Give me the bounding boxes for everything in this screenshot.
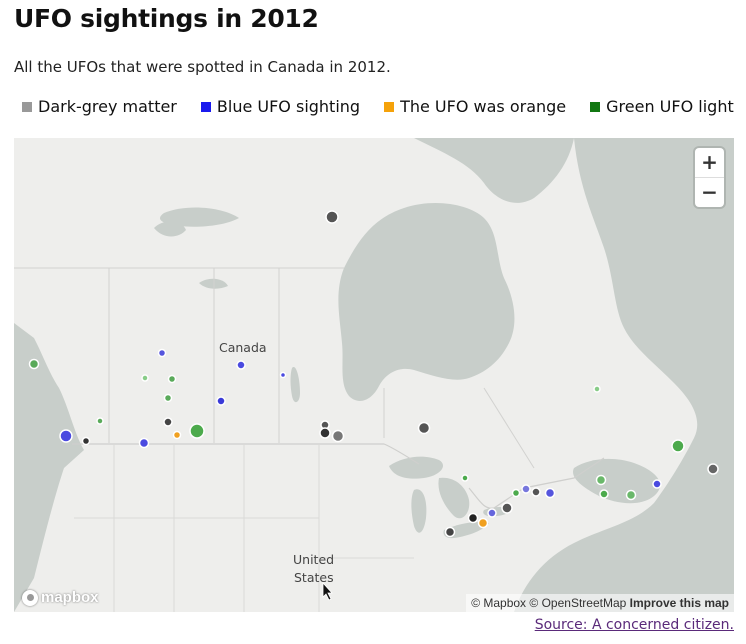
marker-blue[interactable] <box>279 371 287 379</box>
lake-huron <box>438 477 470 519</box>
legend-swatch-blue <box>200 101 211 112</box>
legend-label: The UFO was orange <box>400 97 567 116</box>
lake-erie <box>443 521 489 539</box>
lake-winnipeg <box>290 367 300 403</box>
marker-green[interactable] <box>461 474 469 482</box>
province-borders <box>14 267 535 469</box>
mapbox-logo[interactable]: mapbox <box>22 589 99 606</box>
marker-blue[interactable] <box>544 487 556 499</box>
marker-blue[interactable] <box>157 348 167 358</box>
pacific-ocean <box>14 323 84 612</box>
page-title: UFO sightings in 2012 <box>14 4 319 33</box>
zoom-out-button[interactable]: − <box>695 177 724 207</box>
gulf-st-lawrence <box>573 458 661 504</box>
map-canvas[interactable]: Canada United States <box>14 138 734 612</box>
marker-grey[interactable] <box>325 210 339 224</box>
legend-swatch-orange <box>384 101 395 112</box>
label-states: States <box>294 570 334 585</box>
marker-grey[interactable] <box>707 463 719 475</box>
page-subtitle: All the UFOs that were spotted in Canada… <box>14 58 391 76</box>
marker-grey[interactable] <box>331 429 345 443</box>
legend-swatch-green <box>590 101 601 112</box>
marker-blue[interactable] <box>521 484 531 494</box>
map-svg: Canada United States <box>14 138 734 612</box>
marker-green[interactable] <box>595 474 607 486</box>
marker-green[interactable] <box>167 374 177 384</box>
hudson-bay <box>338 203 515 401</box>
legend-item-orange: The UFO was orange <box>384 97 566 116</box>
marker-green[interactable] <box>625 489 637 501</box>
arctic-waters <box>414 138 574 203</box>
marker-grey[interactable] <box>81 436 91 446</box>
zoom-control: + − <box>695 148 724 207</box>
marker-blue[interactable] <box>59 429 73 443</box>
label-canada: Canada <box>219 340 267 355</box>
zoom-in-button[interactable]: + <box>701 150 718 174</box>
marker-green[interactable] <box>189 423 205 439</box>
legend-label: Dark-grey matter <box>38 97 177 116</box>
marker-grey[interactable] <box>531 487 541 497</box>
attrib-osm-link[interactable]: © OpenStreetMap <box>529 596 627 610</box>
state-borders <box>74 444 414 612</box>
marker-grey[interactable] <box>163 417 173 427</box>
marker-green[interactable] <box>163 393 173 403</box>
marker-blue[interactable] <box>487 508 497 518</box>
marker-grey[interactable] <box>467 512 479 524</box>
marker-orange[interactable] <box>477 517 489 529</box>
marker-green[interactable] <box>599 489 609 499</box>
marker-orange[interactable] <box>172 430 182 440</box>
legend-label: Green UFO light <box>606 97 734 116</box>
lake-michigan <box>411 489 427 533</box>
marker-green[interactable] <box>96 417 104 425</box>
label-united: United <box>293 552 334 567</box>
marker-blue[interactable] <box>216 396 226 406</box>
us-canada-border <box>72 443 605 509</box>
marker-green[interactable] <box>28 358 40 370</box>
map-attribution: © Mapbox © OpenStreetMap Improve this ma… <box>466 594 734 612</box>
mapbox-icon <box>22 589 38 606</box>
legend-item-green: Green UFO light <box>590 97 734 116</box>
marker-green[interactable] <box>671 439 685 453</box>
source-link[interactable]: Source: A concerned citizen. <box>534 617 734 633</box>
marker-grey[interactable] <box>319 427 331 439</box>
arctic-channel <box>159 207 239 227</box>
legend-item-blue: Blue UFO sighting <box>200 97 361 116</box>
marker-blue[interactable] <box>236 360 246 370</box>
marker-blue[interactable] <box>652 479 662 489</box>
lake-superior <box>389 456 444 479</box>
great-bear-lake <box>154 221 186 237</box>
marker-green[interactable] <box>141 374 149 382</box>
atlantic-ocean <box>514 138 734 612</box>
legend-item-dark-grey: Dark-grey matter <box>22 97 177 116</box>
marker-grey[interactable] <box>444 526 456 538</box>
marker-grey[interactable] <box>501 502 513 514</box>
marker-green[interactable] <box>511 488 521 498</box>
mapbox-logo-text: mapbox <box>41 589 99 606</box>
marker-grey[interactable] <box>417 421 431 435</box>
sighting-markers <box>28 210 719 538</box>
legend: Dark-grey matter Blue UFO sighting The U… <box>22 97 746 116</box>
mouse-cursor <box>322 581 333 601</box>
marker-blue[interactable] <box>138 437 150 449</box>
legend-label: Blue UFO sighting <box>216 97 361 116</box>
marker-green[interactable] <box>593 385 601 393</box>
improve-map-link[interactable]: Improve this map <box>629 596 729 610</box>
legend-swatch-grey <box>22 101 32 112</box>
attrib-mapbox-link[interactable]: © Mapbox <box>471 596 527 610</box>
